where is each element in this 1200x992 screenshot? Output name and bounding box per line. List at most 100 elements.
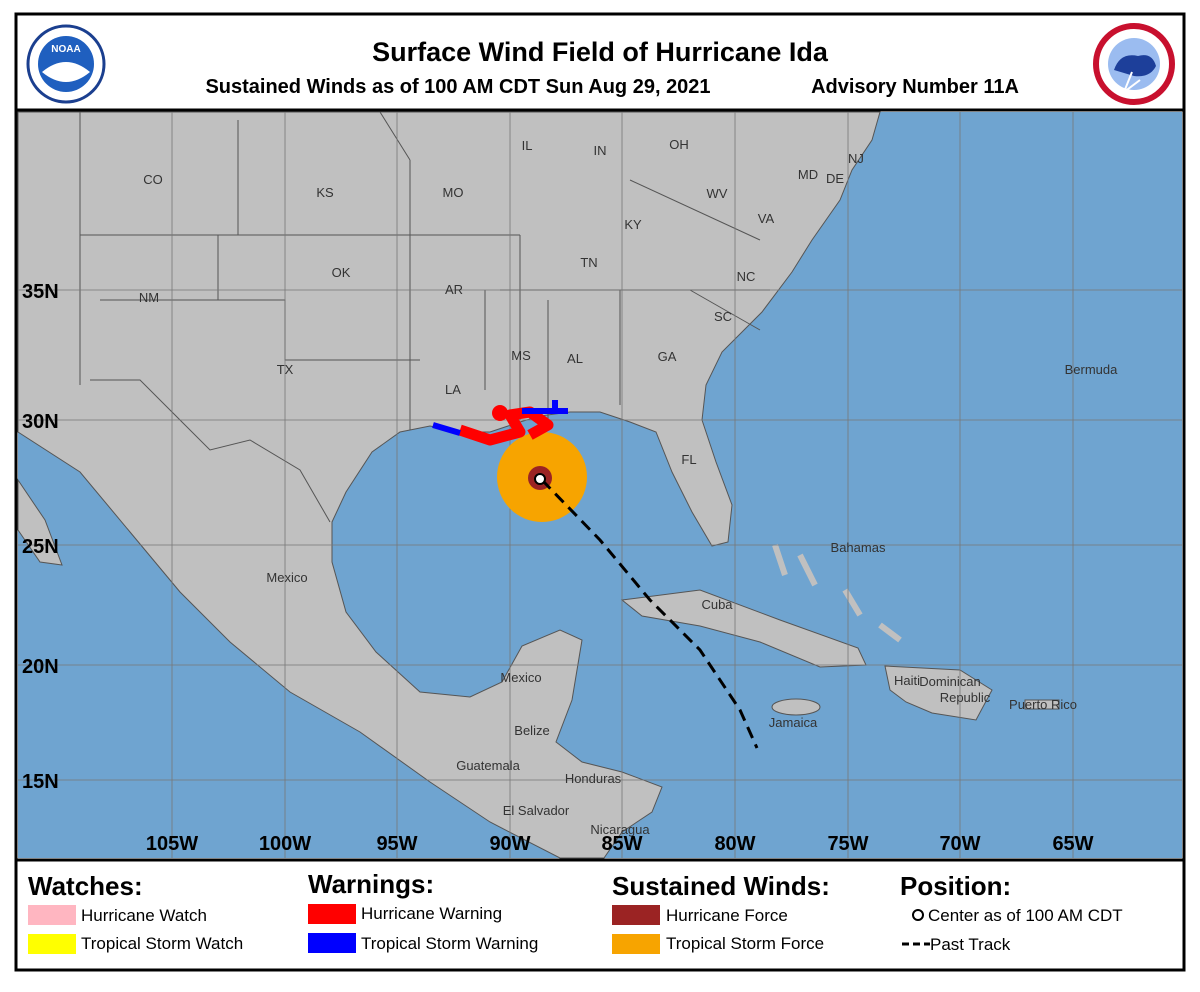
legend-item: Tropical Storm Watch: [81, 934, 243, 953]
place-label: MO: [443, 185, 464, 200]
place-label: TX: [277, 362, 294, 377]
place-label: Bahamas: [831, 540, 886, 555]
latitude-label: 15N: [22, 771, 59, 793]
place-label: OK: [332, 265, 351, 280]
logo-bird: [42, 62, 90, 82]
swatch: [308, 933, 356, 953]
longitude-label: 70W: [939, 833, 980, 855]
place-label: MS: [511, 348, 531, 363]
legend-item: Past Track: [930, 935, 1011, 954]
logo-bolt: [1121, 71, 1141, 95]
place-label: KY: [624, 217, 642, 232]
nws-logo: [1093, 23, 1175, 105]
legend: Watches: Hurricane Watch Tropical Storm …: [28, 869, 1123, 954]
longitude-label: 75W: [827, 833, 868, 855]
place-label: Dominican: [919, 674, 980, 689]
legend-title: Sustained Winds:: [612, 871, 830, 901]
place-label: Cuba: [701, 597, 733, 612]
map: CO KS MO IL IN OH WV VA KY MD DE NJ OK TN NC AR NM SC MS AL…: [17, 111, 1182, 859]
hurricane-warning-coast: [458, 406, 554, 446]
storm-center: [534, 473, 546, 485]
longitude-label: 105W: [146, 833, 198, 855]
place-label: FL: [681, 452, 696, 467]
place-label: SC: [714, 309, 732, 324]
longitude-label: 95W: [376, 833, 417, 855]
place-label: CO: [143, 172, 163, 187]
place-label: Republic: [940, 690, 991, 705]
place-labels: CO KS MO IL IN OH WV VA KY MD DE NJ OK TN NC AR NM SC MS AL…: [139, 137, 1118, 837]
ts-warning-east: [522, 400, 568, 414]
advisory: Advisory Number 11A: [811, 76, 1019, 98]
hurricane-warning-blob: [492, 405, 508, 421]
legend-title: Warnings:: [308, 869, 434, 899]
latitude-label: 25N: [22, 536, 59, 558]
logo-text: NOAA: [51, 44, 80, 55]
land-puerto-rico: [1024, 699, 1060, 710]
swatch: [612, 905, 660, 925]
latitude-label: 35N: [22, 281, 59, 303]
place-label: Guatemala: [456, 758, 520, 773]
place-label: Jamaica: [769, 715, 818, 730]
subtitle: Sustained Winds as of 100 AM CDT Sun Aug…: [205, 76, 710, 98]
place-label: LA: [445, 382, 461, 397]
legend-item: Hurricane Warning: [361, 904, 502, 923]
place-label: Haiti: [894, 673, 920, 688]
place-label: IL: [522, 138, 533, 153]
place-label: Bermuda: [1065, 362, 1119, 377]
swatch: [28, 905, 76, 925]
place-label: GA: [658, 349, 677, 364]
longitude-label: 100W: [259, 833, 311, 855]
longitude-label: 90W: [489, 833, 530, 855]
land-jamaica: [771, 698, 821, 716]
place-label: El Salvador: [503, 803, 570, 818]
place-label: IN: [594, 143, 607, 158]
center-symbol: [912, 909, 924, 921]
swatch: [28, 934, 76, 954]
place-label: Honduras: [565, 771, 622, 786]
place-label: NM: [139, 290, 159, 305]
legend-item: Tropical Storm Force: [666, 934, 824, 953]
legend-item: Hurricane Force: [666, 906, 788, 925]
legend-title: Watches:: [28, 871, 143, 901]
place-label: NC: [737, 269, 756, 284]
coordinate-labels: 35N 30N 25N 20N 15N 105W 100W 95W 90W 85W 80W 75W 70…: [22, 281, 1094, 855]
graticule: [18, 112, 1182, 858]
place-label: Nicaragua: [590, 822, 650, 837]
place-label: Belize: [514, 723, 549, 738]
place-label: AR: [445, 282, 463, 297]
longitude-label: 65W: [1052, 833, 1093, 855]
swatch: [612, 934, 660, 954]
place-label: DE: [826, 171, 844, 186]
latitude-label: 20N: [22, 656, 59, 678]
title: Surface Wind Field of Hurricane Ida: [372, 37, 829, 67]
land-hispaniola: [884, 665, 993, 721]
place-label: Mexico: [500, 670, 541, 685]
place-label: VA: [758, 211, 775, 226]
place-label: TN: [580, 255, 597, 270]
legend-title: Position:: [900, 871, 1011, 901]
latitude-label: 30N: [22, 411, 59, 433]
swatch: [308, 904, 356, 924]
place-label: OH: [669, 137, 689, 152]
legend-item: Center as of 100 AM CDT: [928, 906, 1123, 925]
past-track: [540, 478, 759, 749]
place-label: Puerto Rico: [1009, 697, 1077, 712]
place-label: NJ: [848, 151, 864, 166]
logo-cloud: [1114, 55, 1156, 77]
land-bahamas: [772, 544, 902, 643]
longitude-label: 80W: [714, 833, 755, 855]
ts-warning-west: [432, 422, 461, 436]
place-label: KS: [316, 185, 334, 200]
noaa-logo: NOAA: [26, 24, 106, 104]
place-label: Mexico: [266, 570, 307, 585]
legend-item: Hurricane Watch: [81, 906, 207, 925]
land-north-america: [17, 111, 881, 859]
place-label: MD: [798, 167, 818, 182]
place-label: WV: [707, 186, 728, 201]
longitude-label: 85W: [601, 833, 642, 855]
place-label: AL: [567, 351, 583, 366]
legend-item: Tropical Storm Warning: [361, 934, 538, 953]
